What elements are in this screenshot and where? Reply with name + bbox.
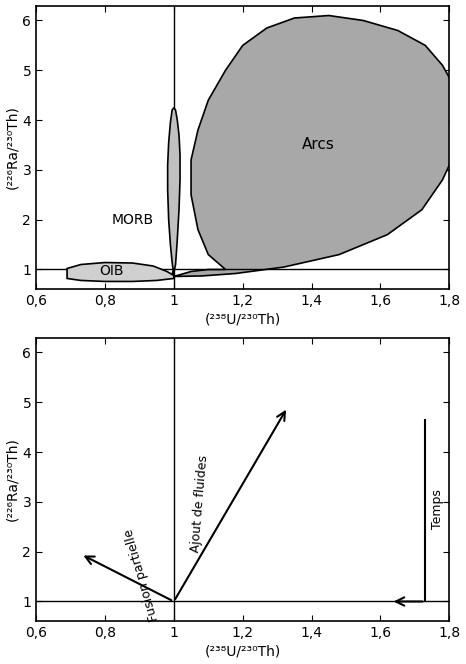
Text: OIB: OIB <box>100 264 124 278</box>
Y-axis label: (²²⁶Ra/²³⁰Th): (²²⁶Ra/²³⁰Th) <box>6 106 20 189</box>
Y-axis label: (²²⁶Ra/²³⁰Th): (²²⁶Ra/²³⁰Th) <box>6 438 20 521</box>
Text: Arcs: Arcs <box>302 137 335 153</box>
Text: Ajout de fluides: Ajout de fluides <box>190 455 211 553</box>
Text: Temps: Temps <box>431 489 444 529</box>
X-axis label: (²³⁸U/²³⁰Th): (²³⁸U/²³⁰Th) <box>205 645 281 659</box>
Text: MORB: MORB <box>111 212 154 226</box>
Polygon shape <box>174 15 460 276</box>
Polygon shape <box>88 108 180 280</box>
X-axis label: (²³⁸U/²³⁰Th): (²³⁸U/²³⁰Th) <box>205 313 281 327</box>
Text: Fusion partielle: Fusion partielle <box>123 527 161 622</box>
Polygon shape <box>67 262 174 282</box>
